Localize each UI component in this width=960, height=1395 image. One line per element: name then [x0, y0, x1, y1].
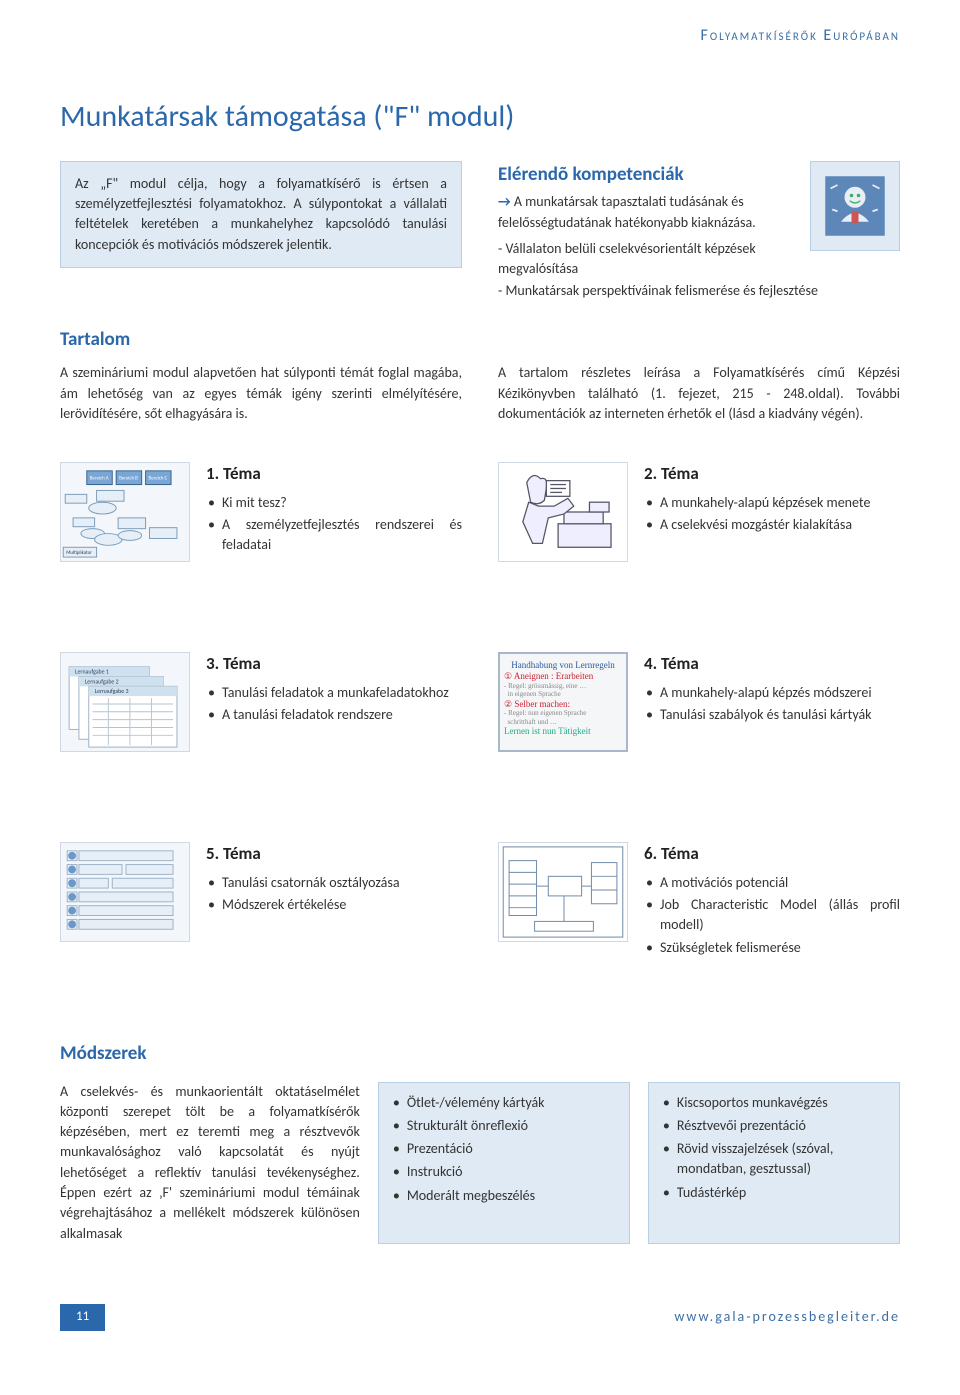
tema-title: 5. Téma — [206, 842, 462, 867]
tartalom-heading: Tartalom — [60, 326, 900, 354]
modszerek-box-b: Kiscsoportos munkavégzés Résztvevői prez… — [648, 1082, 900, 1244]
tema-title: 4. Téma — [644, 652, 900, 677]
tema-thumb-diagram-icon: Bereich A Bereich B Bereich C Multiplika… — [60, 462, 190, 562]
tema-cell: 5. Téma Tanulási csatornák osztályozása … — [60, 842, 462, 960]
tema-bullet: Módszerek értékelése — [208, 895, 462, 915]
page-number: 11 — [60, 1304, 105, 1331]
flipchart-line: Handhabung von Lernregeln — [504, 660, 622, 671]
modszerek-box-a: Ötlet-/vélemény kártyák Strukturált önre… — [378, 1082, 630, 1244]
tema-thumb-chart-icon — [60, 842, 190, 942]
flipchart-line: Lernen ist nun Tätigkeit — [504, 726, 622, 737]
tema-bullet: A munkahely-alapú képzés módszerei — [646, 683, 900, 703]
intro-box: Az „F" modul célja, hogy a folyamatkísér… — [60, 161, 462, 268]
tema-bullet: A tanulási feladatok rendszere — [208, 705, 462, 725]
tema-grid: Bereich A Bereich B Bereich C Multiplika… — [60, 462, 900, 960]
svg-text:Bereich C: Bereich C — [149, 476, 168, 482]
tema-bullet: Tanulási feladatok a munkafeladatokhoz — [208, 683, 462, 703]
tema-bullet: Tanulási csatornák osztályozása — [208, 873, 462, 893]
tema-cell: Lernaufgabe 1 Lernaufgabe 2 Lernaufgabe … — [60, 652, 462, 752]
svg-text:Bereich B: Bereich B — [119, 476, 138, 482]
competency-icon — [810, 161, 900, 251]
method-item: Tudástérkép — [663, 1183, 885, 1203]
tema-cell: Bereich A Bereich B Bereich C Multiplika… — [60, 462, 462, 562]
method-item: Prezentáció — [393, 1139, 615, 1159]
running-head: Folyamatkísérők Európában — [60, 24, 900, 47]
modszerek-heading: Módszerek — [60, 1040, 900, 1068]
svg-text:Lernaufgabe 1: Lernaufgabe 1 — [75, 668, 109, 676]
tema-bullet: Ki mit tesz? — [208, 493, 462, 513]
method-item: Ötlet-/vélemény kártyák — [393, 1093, 615, 1113]
flipchart-line: ① Aneignen : Erarbeiten — [504, 671, 622, 682]
footer-url: www.gala-prozessbegleiter.de — [674, 1307, 900, 1327]
tema-thumb-worker-icon — [498, 462, 628, 562]
tema-cell: 2. Téma A munkahely-alapú képzések menet… — [498, 462, 900, 562]
competency-item: Munkatársak perspektíváinak felismerése … — [498, 281, 900, 301]
tema-bullet: A személyzetfejlesztés rendszerei és fel… — [208, 515, 462, 556]
method-item: Rövid visszajelzések (szóval, mondatban,… — [663, 1139, 885, 1180]
method-item: Moderált megbeszélés — [393, 1186, 615, 1206]
svg-text:Lernaufgabe 2: Lernaufgabe 2 — [85, 678, 119, 686]
tema-thumb-cards-icon: Lernaufgabe 1 Lernaufgabe 2 Lernaufgabe … — [60, 652, 190, 752]
tema-title: 3. Téma — [206, 652, 462, 677]
method-item: Strukturált önreflexió — [393, 1116, 615, 1136]
tartalom-left: A szemináriumi modul alapvetően hat súly… — [60, 363, 462, 424]
tema-thumb-model-icon — [498, 842, 628, 942]
tema-title: 1. Téma — [206, 462, 462, 487]
tartalom-right: A tartalom részletes leírása a Folyamatk… — [498, 363, 900, 424]
tema-bullet: Tanulási szabályok és tanulási kártyák — [646, 705, 900, 725]
tema-thumb-flipchart-icon: Handhabung von Lernregeln ① Aneignen : E… — [498, 652, 628, 752]
tema-title: 6. Téma — [644, 842, 900, 867]
flipchart-line: ② Selber machen: — [504, 699, 622, 710]
tema-bullet: Job Characteristic Model (állás profil m… — [646, 895, 900, 936]
method-item: Kiscsoportos munkavégzés — [663, 1093, 885, 1113]
tema-bullet: A cselekvési mozgástér kialakítása — [646, 515, 900, 535]
method-item: Instrukció — [393, 1162, 615, 1182]
method-item: Résztvevői prezentáció — [663, 1116, 885, 1136]
svg-text:Lernaufgabe 3: Lernaufgabe 3 — [95, 687, 129, 695]
modszerek-text: A cselekvés- és munkaorientált oktatásel… — [60, 1082, 360, 1244]
tema-bullet: A motivációs potenciál — [646, 873, 900, 893]
page-title: Munkatársak támogatása ("F" modul) — [60, 95, 900, 139]
tema-title: 2. Téma — [644, 462, 900, 487]
tema-bullet: A munkahely-alapú képzések menete — [646, 493, 900, 513]
svg-text:Bereich A: Bereich A — [90, 476, 109, 482]
svg-text:Multiplikator: Multiplikator — [66, 550, 92, 556]
tema-cell: 6. Téma A motivációs potenciál Job Chara… — [498, 842, 900, 960]
tema-cell: Handhabung von Lernregeln ① Aneignen : E… — [498, 652, 900, 752]
tema-bullet: Szükségletek felismerése — [646, 938, 900, 958]
